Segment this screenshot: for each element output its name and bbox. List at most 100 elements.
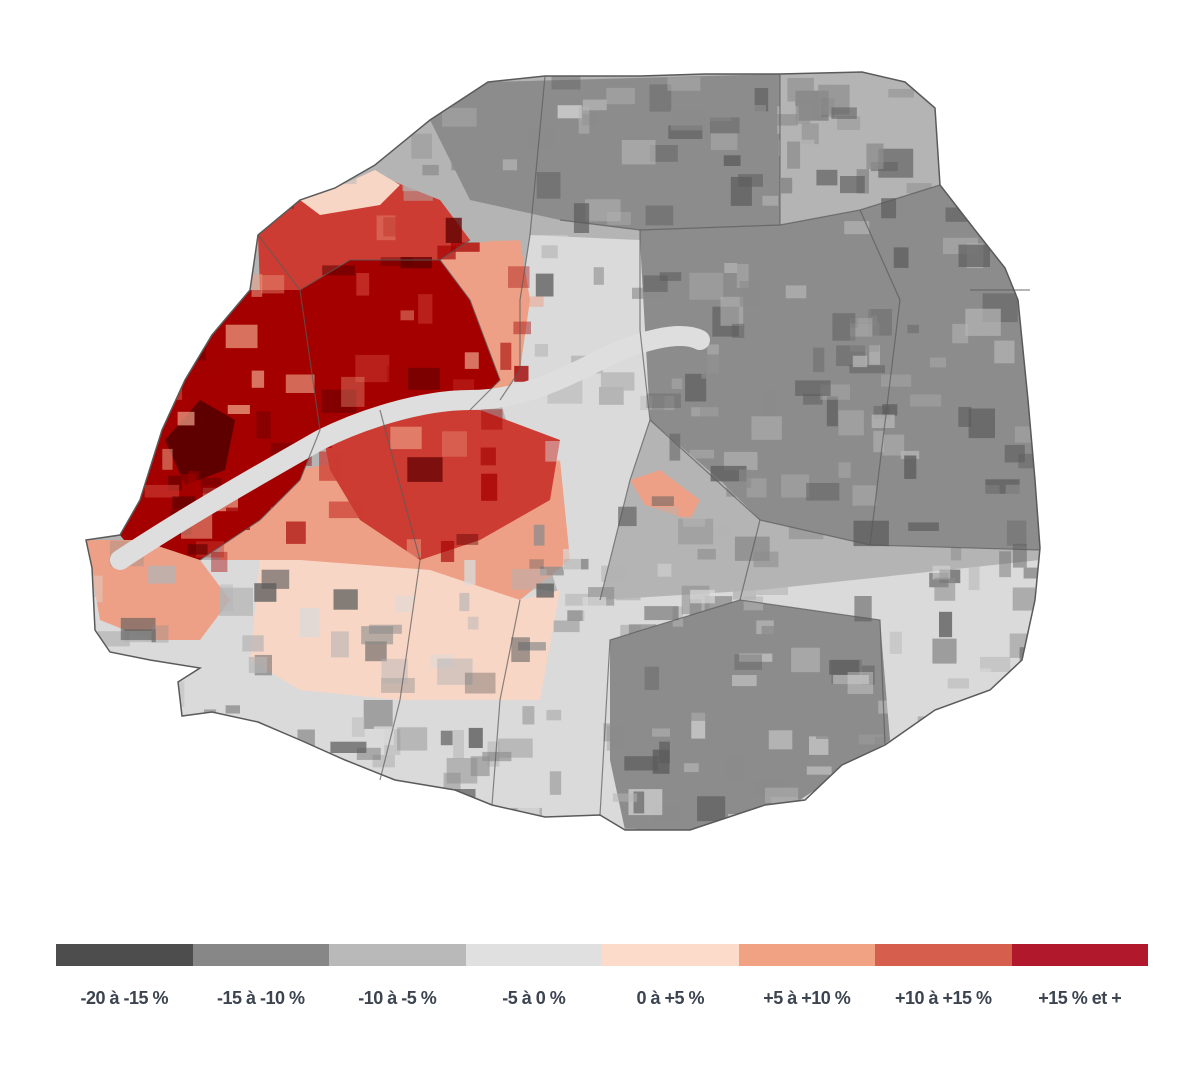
iris-block bbox=[655, 444, 674, 459]
iris-block bbox=[396, 109, 421, 131]
iris-block bbox=[985, 219, 1012, 230]
iris-block bbox=[644, 666, 660, 690]
iris-block bbox=[225, 324, 258, 349]
iris-block bbox=[498, 738, 533, 758]
iris-block bbox=[980, 656, 1011, 672]
iris-block bbox=[428, 822, 444, 830]
iris-block bbox=[723, 451, 758, 471]
iris-block bbox=[375, 144, 395, 167]
iris-block bbox=[701, 110, 732, 121]
zone-southeast bbox=[610, 600, 890, 830]
iris-block bbox=[606, 725, 625, 751]
iris-block bbox=[732, 581, 756, 600]
iris-block bbox=[573, 632, 605, 642]
iris-block bbox=[403, 179, 433, 201]
iris-block bbox=[481, 409, 503, 430]
iris-block bbox=[770, 114, 798, 126]
iris-block bbox=[838, 410, 864, 436]
iris-block bbox=[952, 323, 969, 344]
iris-block bbox=[603, 723, 629, 742]
iris-block bbox=[840, 176, 865, 194]
iris-block bbox=[267, 99, 302, 127]
iris-block bbox=[852, 485, 877, 506]
iris-block bbox=[649, 84, 672, 112]
iris-block bbox=[854, 596, 872, 622]
iris-block bbox=[445, 217, 462, 243]
iris-block bbox=[806, 482, 840, 501]
iris-block bbox=[889, 631, 902, 654]
iris-block bbox=[171, 785, 185, 799]
seine-river bbox=[110, 326, 710, 570]
iris-block bbox=[270, 442, 297, 454]
iris-block bbox=[917, 716, 931, 735]
iris-block bbox=[643, 275, 668, 292]
iris-block bbox=[527, 128, 555, 151]
iris-block bbox=[946, 164, 962, 175]
iris-block bbox=[565, 593, 590, 606]
iris-block bbox=[851, 315, 878, 324]
iris-block bbox=[407, 457, 443, 482]
paris-choropleth-map bbox=[85, 71, 1041, 831]
iris-block bbox=[809, 736, 829, 755]
iris-block bbox=[690, 589, 715, 604]
iris-block bbox=[893, 247, 909, 268]
iris-block bbox=[204, 709, 217, 722]
iris-block bbox=[646, 393, 681, 408]
iris-block bbox=[882, 404, 898, 416]
iris-block bbox=[1007, 778, 1030, 790]
iris-block bbox=[98, 320, 127, 347]
iris-block bbox=[762, 246, 781, 269]
iris-block bbox=[849, 365, 885, 374]
iris-block bbox=[652, 390, 665, 413]
iris-block bbox=[99, 309, 122, 339]
iris-block bbox=[624, 756, 659, 771]
iris-block bbox=[261, 275, 285, 294]
iris-block bbox=[219, 587, 253, 616]
iris-block bbox=[755, 578, 788, 595]
iris-block bbox=[997, 718, 1027, 743]
iris-block bbox=[170, 722, 207, 733]
iris-block bbox=[453, 730, 464, 759]
iris-block bbox=[516, 296, 544, 307]
iris-block bbox=[963, 346, 975, 371]
iris-block bbox=[944, 137, 969, 166]
iris-block bbox=[567, 610, 585, 621]
iris-block bbox=[190, 76, 224, 103]
iris-block bbox=[171, 125, 197, 150]
iris-block bbox=[1003, 151, 1020, 171]
iris-block bbox=[539, 566, 564, 576]
iris-block bbox=[1004, 444, 1025, 463]
iris-block bbox=[847, 784, 873, 806]
iris-block bbox=[761, 390, 777, 417]
iris-block bbox=[651, 496, 674, 506]
iris-block bbox=[400, 310, 414, 321]
iris-block bbox=[796, 799, 816, 818]
iris-block bbox=[1020, 205, 1040, 225]
legend-label: +5 à +10 % bbox=[763, 988, 851, 1008]
iris-block bbox=[248, 194, 264, 211]
iris-block bbox=[779, 822, 792, 830]
iris-block bbox=[636, 212, 656, 229]
legend-label: -10 à -5 % bbox=[358, 988, 437, 1008]
iris-block bbox=[145, 743, 156, 759]
iris-block bbox=[869, 345, 880, 365]
iris-block bbox=[909, 394, 942, 407]
iris-block bbox=[573, 481, 597, 509]
iris-block bbox=[319, 451, 343, 481]
iris-block bbox=[879, 748, 908, 774]
iris-block bbox=[487, 741, 500, 767]
iris-block bbox=[145, 77, 162, 98]
iris-block bbox=[682, 516, 706, 527]
iris-block bbox=[697, 828, 715, 830]
iris-block bbox=[831, 107, 857, 119]
iris-block bbox=[960, 143, 983, 162]
iris-block bbox=[907, 324, 919, 334]
iris-block bbox=[983, 194, 994, 212]
iris-block bbox=[256, 411, 271, 439]
iris-block bbox=[852, 355, 868, 368]
iris-block bbox=[906, 183, 932, 194]
iris-block bbox=[868, 309, 892, 336]
iris-block bbox=[934, 577, 956, 601]
iris-block bbox=[205, 168, 236, 193]
iris-block bbox=[709, 117, 740, 134]
